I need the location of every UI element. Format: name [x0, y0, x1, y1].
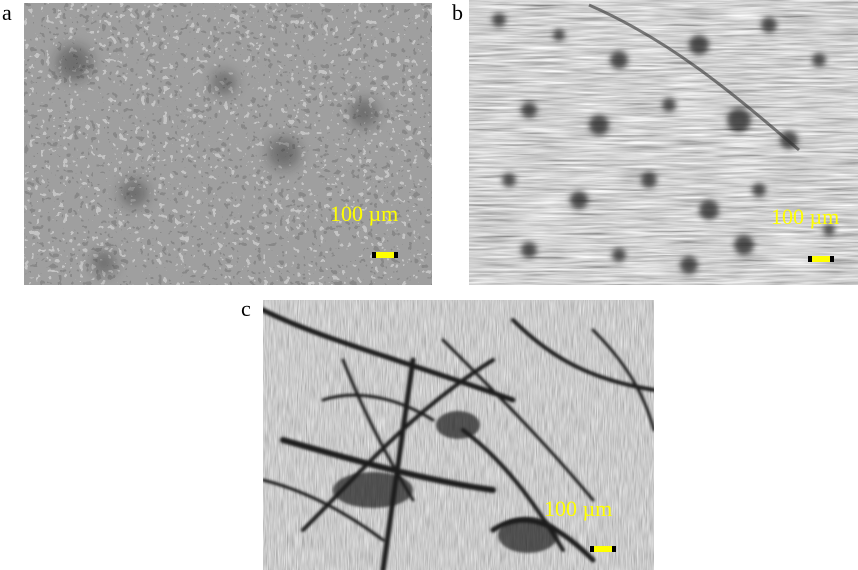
- scale-bar-a: [372, 252, 398, 258]
- scale-bar-c: [590, 546, 616, 552]
- micrograph-a-image: [24, 3, 432, 285]
- micrograph-c: [263, 300, 654, 570]
- scale-label-a: 100 µm: [330, 201, 399, 226]
- scale-label-b: 100 µm: [771, 204, 840, 229]
- scale-bar-b: [808, 256, 834, 262]
- scale-label-c: 100 µm: [544, 496, 613, 521]
- micrograph-a: [24, 3, 432, 285]
- micrograph-c-image: [263, 300, 654, 570]
- panel-label-c: c: [241, 296, 251, 321]
- panel-label-a: a: [2, 0, 12, 25]
- micrograph-b: [469, 0, 858, 285]
- micrograph-b-image: [469, 0, 858, 285]
- panel-label-b: b: [452, 0, 463, 25]
